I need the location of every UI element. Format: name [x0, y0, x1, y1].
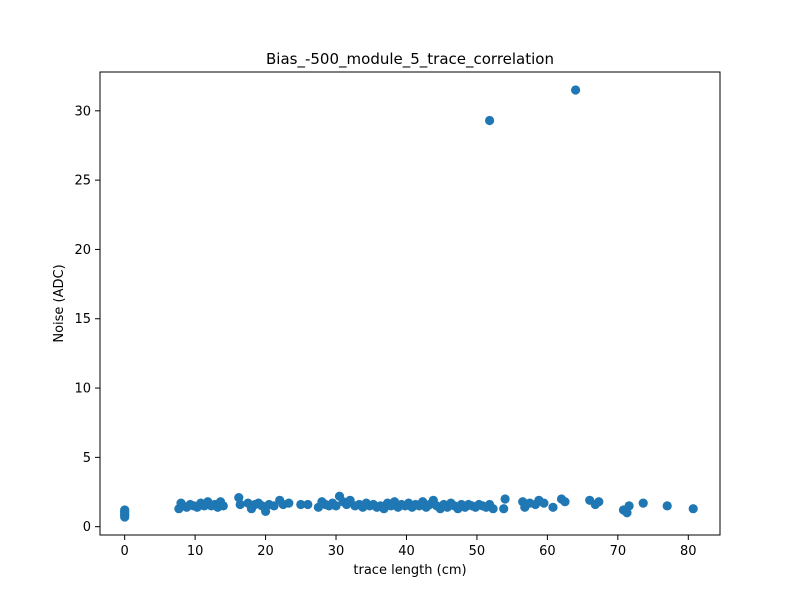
- data-point: [539, 498, 549, 508]
- x-tick-label: 0: [121, 544, 129, 559]
- y-tick-label: 30: [74, 104, 91, 119]
- data-point: [269, 501, 279, 511]
- data-point: [499, 504, 509, 514]
- data-point: [560, 497, 570, 507]
- data-point: [261, 506, 271, 516]
- y-tick-label: 0: [83, 520, 91, 535]
- data-point: [120, 512, 130, 522]
- y-tick-label: 5: [83, 451, 91, 466]
- y-tick-label: 20: [74, 243, 91, 258]
- data-point: [548, 502, 558, 512]
- x-tick-label: 40: [398, 544, 415, 559]
- data-point: [571, 85, 581, 95]
- data-point: [296, 499, 306, 510]
- y-axis-label: Noise (ADC): [52, 264, 67, 342]
- y-tick-label: 15: [74, 312, 91, 327]
- x-tick-label: 60: [539, 544, 556, 559]
- data-point: [488, 504, 498, 514]
- data-points: [120, 85, 698, 522]
- y-tick-label: 10: [74, 382, 91, 397]
- x-tick-label: 70: [610, 544, 627, 559]
- x-tick-label: 10: [187, 544, 204, 559]
- data-point: [303, 499, 313, 510]
- data-point: [662, 501, 672, 511]
- x-tick-label: 50: [469, 544, 486, 559]
- data-point: [638, 498, 648, 508]
- x-axis-label: trace length (cm): [353, 563, 466, 578]
- y-tick-label: 25: [74, 174, 91, 189]
- data-point: [624, 501, 634, 511]
- data-point: [688, 504, 698, 514]
- axis-ticks: 0 10 20 30 40 50 60 70 80 0 5 10 15 20 25 30: [74, 104, 696, 559]
- x-tick-label: 30: [328, 544, 345, 559]
- data-point: [120, 505, 130, 515]
- data-point: [485, 115, 495, 126]
- data-point: [331, 501, 341, 511]
- data-point: [622, 508, 632, 518]
- x-tick-label: 20: [257, 544, 274, 559]
- data-point: [234, 493, 244, 503]
- x-tick-label: 80: [680, 544, 697, 559]
- data-point: [594, 497, 604, 507]
- data-point: [284, 498, 294, 508]
- plot-frame: [99, 71, 721, 536]
- data-point: [500, 494, 510, 504]
- chart-title: Bias_-500_module_5_trace_correlation: [266, 50, 554, 69]
- data-point: [235, 499, 245, 510]
- data-point: [218, 501, 228, 511]
